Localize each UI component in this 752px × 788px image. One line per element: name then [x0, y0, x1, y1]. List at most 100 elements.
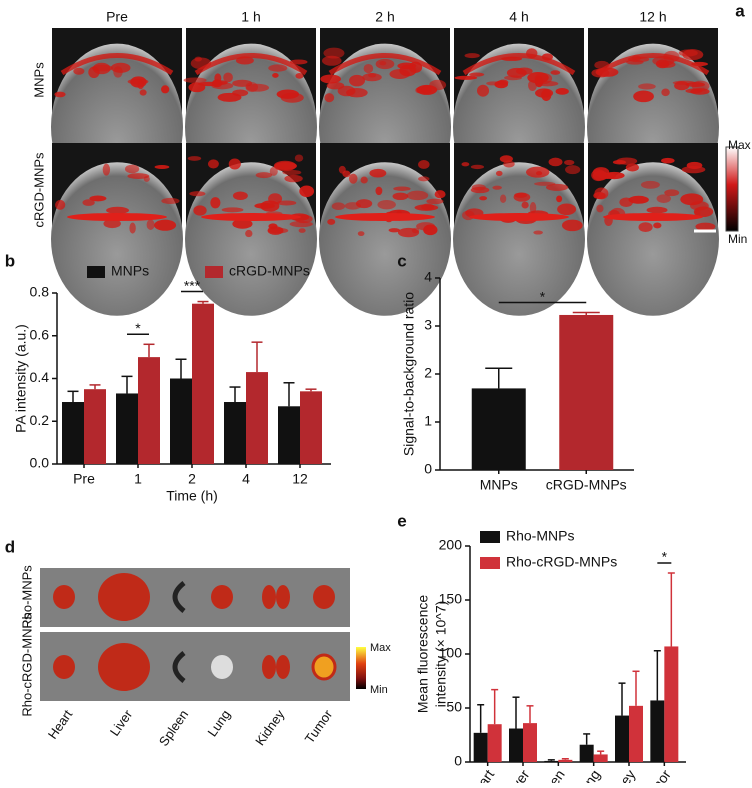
pa-signal	[67, 213, 167, 221]
x-tick-label: 12	[292, 471, 308, 487]
organ	[211, 655, 233, 679]
pa-signal	[661, 88, 670, 97]
pa-signal	[550, 70, 561, 75]
pa-signal	[268, 64, 288, 72]
organ	[311, 653, 337, 681]
pa-signal	[646, 206, 668, 214]
pa-signal	[392, 192, 409, 201]
organ-label: Lung	[204, 707, 233, 739]
y-axis-title: Mean fluorescence	[415, 595, 431, 714]
bar	[246, 372, 268, 464]
organ	[276, 655, 290, 679]
y-axis-title: Signal-to-background ratio	[401, 292, 417, 456]
pa-signal	[500, 194, 507, 204]
pa-signal	[348, 173, 358, 184]
pa-signal	[154, 164, 170, 170]
tissue	[319, 162, 451, 316]
pa-signal	[375, 58, 395, 70]
pa-signal	[228, 158, 241, 170]
x-tick-label: Liver	[502, 766, 533, 783]
pa-signal	[294, 154, 304, 162]
pa-signal	[282, 169, 302, 176]
pa-signal	[596, 53, 710, 76]
panel-label: a	[735, 1, 745, 20]
column-label: 4 h	[509, 9, 528, 25]
y-tick-label: 3	[424, 317, 432, 333]
pa-signal	[411, 227, 420, 234]
pa-signal	[656, 194, 671, 203]
panel-label: b	[5, 251, 15, 270]
pa-signal	[60, 53, 174, 76]
legend-swatch	[480, 531, 500, 543]
legend-label: cRGD-MNPs	[229, 263, 310, 279]
legend-swatch	[205, 266, 223, 278]
pa-signal	[603, 213, 703, 221]
pa-signal	[680, 193, 704, 206]
pa-signal	[254, 202, 275, 209]
bar	[544, 760, 559, 762]
bar	[62, 402, 84, 464]
bar	[116, 393, 138, 464]
organ-label: Kidney	[252, 707, 287, 749]
pa-signal	[187, 156, 202, 161]
pa-signal	[548, 157, 563, 167]
x-tick-label: Lung	[572, 767, 603, 783]
bar	[558, 759, 573, 762]
pa-signal	[556, 195, 563, 203]
pa-signal	[638, 83, 656, 90]
pa-signal	[335, 213, 435, 221]
pa-signal	[476, 84, 490, 97]
pa-signal	[603, 171, 625, 180]
bar	[471, 388, 526, 470]
significance-label: *	[135, 320, 141, 336]
significance-label: *	[540, 288, 546, 304]
pa-signal	[423, 224, 438, 236]
column-label: Pre	[106, 9, 128, 25]
pa-signal	[298, 228, 306, 233]
pa-signal	[393, 186, 411, 191]
x-tick-label: 4	[242, 471, 250, 487]
pa-signal	[344, 202, 361, 210]
pa-signal	[183, 77, 207, 83]
organ	[313, 585, 335, 609]
pa-signal	[362, 73, 382, 82]
y-tick-label: 2	[424, 365, 432, 381]
row-label: MNPs	[31, 62, 46, 98]
organ	[98, 643, 150, 691]
organ-label: Liver	[107, 707, 136, 739]
x-axis-title: Time (h)	[166, 488, 218, 504]
y-tick-label: 150	[439, 591, 463, 607]
pa-signal	[326, 81, 345, 90]
fluor-image	[40, 568, 350, 701]
bar	[84, 389, 106, 464]
pa-signal	[693, 206, 714, 217]
pa-signal	[638, 222, 653, 233]
y-tick-label: 0.6	[30, 326, 50, 342]
pa-signal	[127, 173, 150, 180]
pa-signal	[268, 193, 283, 205]
pa-signal	[272, 72, 279, 78]
pa-signal	[678, 49, 698, 57]
organ-label: Spleen	[156, 707, 192, 749]
pa-signal	[113, 66, 123, 78]
pa-signal	[469, 72, 485, 77]
pa-signal	[130, 76, 147, 88]
pa-signal	[545, 183, 569, 191]
pa-signal	[685, 82, 705, 87]
y-tick-label: 50	[446, 699, 462, 715]
pa-signal	[299, 185, 315, 198]
pa-signal	[102, 163, 111, 176]
pa-signal	[223, 72, 233, 83]
pa-signal	[267, 226, 284, 235]
panel-label: d	[5, 537, 15, 556]
bar	[170, 378, 192, 464]
pa-signal	[555, 87, 569, 95]
colorbar	[725, 146, 739, 232]
row-label: cRGD-MNPs	[31, 152, 46, 228]
x-tick-label: Spleen	[530, 767, 568, 783]
x-tick-label: cRGD-MNPs	[546, 477, 627, 493]
bar	[473, 732, 488, 762]
pa-signal	[232, 218, 253, 229]
pa-signal	[534, 181, 556, 186]
pa-signal	[274, 161, 298, 170]
